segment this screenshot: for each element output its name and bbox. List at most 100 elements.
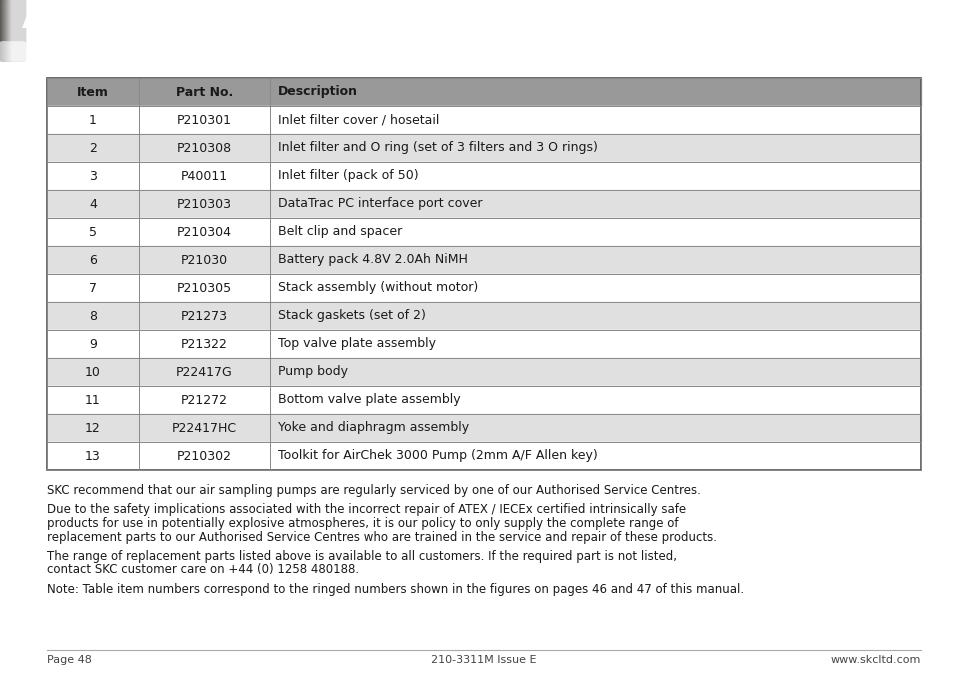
Bar: [0, 42, 13, 60]
Bar: [10, 42, 22, 60]
Bar: [1, 0, 14, 42]
Bar: [47, 190, 920, 218]
Text: P21030: P21030: [180, 253, 228, 267]
Bar: [7, 42, 20, 60]
Text: Toolkit for AirChek 3000 Pump (2mm A/F Allen key): Toolkit for AirChek 3000 Pump (2mm A/F A…: [277, 450, 597, 462]
Bar: [9, 42, 22, 60]
Bar: [5, 42, 18, 60]
Bar: [2, 42, 15, 60]
Bar: [7, 0, 19, 42]
Text: 10: 10: [85, 366, 101, 378]
Bar: [9, 0, 21, 42]
Bar: [11, 42, 25, 60]
Bar: [11, 0, 25, 42]
Text: Battery pack 4.8V 2.0Ah NiMH: Battery pack 4.8V 2.0Ah NiMH: [277, 253, 467, 267]
Bar: [10, 42, 23, 60]
Text: 8: 8: [89, 309, 97, 322]
Bar: [4, 0, 16, 42]
Bar: [5, 0, 17, 42]
Bar: [47, 78, 920, 106]
Text: Stack gaskets (set of 2): Stack gaskets (set of 2): [277, 309, 425, 322]
Bar: [10, 0, 23, 42]
Bar: [0, 42, 13, 60]
Bar: [5, 0, 18, 42]
Bar: [6, 0, 19, 42]
Bar: [47, 358, 920, 386]
Text: 7: 7: [89, 282, 97, 294]
Text: Part No.: Part No.: [175, 85, 233, 98]
Bar: [10, 42, 24, 60]
Bar: [5, 42, 17, 60]
Text: AirChek Pump Replacement Parts: AirChek Pump Replacement Parts: [22, 12, 443, 32]
Bar: [4, 42, 16, 60]
Bar: [0, 0, 13, 42]
Bar: [6, 42, 18, 60]
Bar: [2, 0, 14, 42]
Bar: [10, 0, 24, 42]
Text: SKC recommend that our air sampling pumps are regularly serviced by one of our A: SKC recommend that our air sampling pump…: [47, 484, 700, 497]
Bar: [1, 42, 13, 60]
Bar: [9, 42, 22, 60]
Text: P210305: P210305: [176, 282, 232, 294]
Bar: [0, 0, 13, 42]
Bar: [6, 0, 19, 42]
Bar: [5, 0, 18, 42]
Text: P210303: P210303: [176, 198, 232, 211]
Bar: [2, 0, 15, 42]
Text: Yoke and diaphragm assembly: Yoke and diaphragm assembly: [277, 422, 469, 435]
Text: Description: Description: [277, 85, 357, 98]
Bar: [7, 0, 19, 42]
Bar: [1, 42, 14, 60]
Bar: [8, 42, 20, 60]
Bar: [1, 0, 13, 42]
Bar: [8, 0, 21, 42]
Bar: [11, 0, 24, 42]
Bar: [11, 0, 25, 42]
Text: DataTrac PC interface port cover: DataTrac PC interface port cover: [277, 198, 482, 211]
Bar: [5, 0, 18, 42]
Text: P21273: P21273: [181, 309, 228, 322]
Bar: [2, 42, 15, 60]
Bar: [10, 0, 23, 42]
Text: Note: Table item numbers correspond to the ringed numbers shown in the figures o: Note: Table item numbers correspond to t…: [47, 583, 743, 596]
Bar: [11, 42, 24, 60]
Text: Item: Item: [77, 85, 109, 98]
Bar: [4, 0, 17, 42]
Bar: [1, 42, 14, 60]
Bar: [6, 42, 18, 60]
Bar: [6, 0, 18, 42]
Bar: [3, 42, 16, 60]
Text: Belt clip and spacer: Belt clip and spacer: [277, 225, 402, 238]
Bar: [1, 0, 14, 42]
Text: P22417HC: P22417HC: [172, 422, 236, 435]
Bar: [2, 0, 15, 42]
Bar: [6, 0, 18, 42]
Text: contact SKC customer care on +44 (0) 1258 480188.: contact SKC customer care on +44 (0) 125…: [47, 563, 358, 577]
Bar: [8, 0, 21, 42]
Bar: [8, 42, 21, 60]
Bar: [6, 42, 18, 60]
Bar: [2, 42, 14, 60]
Bar: [47, 106, 920, 134]
Bar: [5, 42, 17, 60]
Bar: [11, 0, 24, 42]
Bar: [9, 42, 21, 60]
Text: 5: 5: [89, 225, 97, 238]
Bar: [3, 0, 15, 42]
Bar: [4, 42, 16, 60]
Bar: [4, 42, 17, 60]
Text: P22417G: P22417G: [175, 366, 233, 378]
Bar: [11, 42, 24, 60]
Bar: [5, 0, 18, 42]
Bar: [10, 0, 23, 42]
Text: 11: 11: [85, 393, 101, 406]
Text: 13: 13: [85, 450, 101, 462]
Bar: [3, 0, 16, 42]
Text: 12: 12: [85, 422, 101, 435]
Bar: [7, 0, 20, 42]
Bar: [47, 330, 920, 358]
Bar: [10, 0, 24, 42]
Bar: [4, 0, 16, 42]
Bar: [3, 42, 16, 60]
Bar: [10, 42, 22, 60]
